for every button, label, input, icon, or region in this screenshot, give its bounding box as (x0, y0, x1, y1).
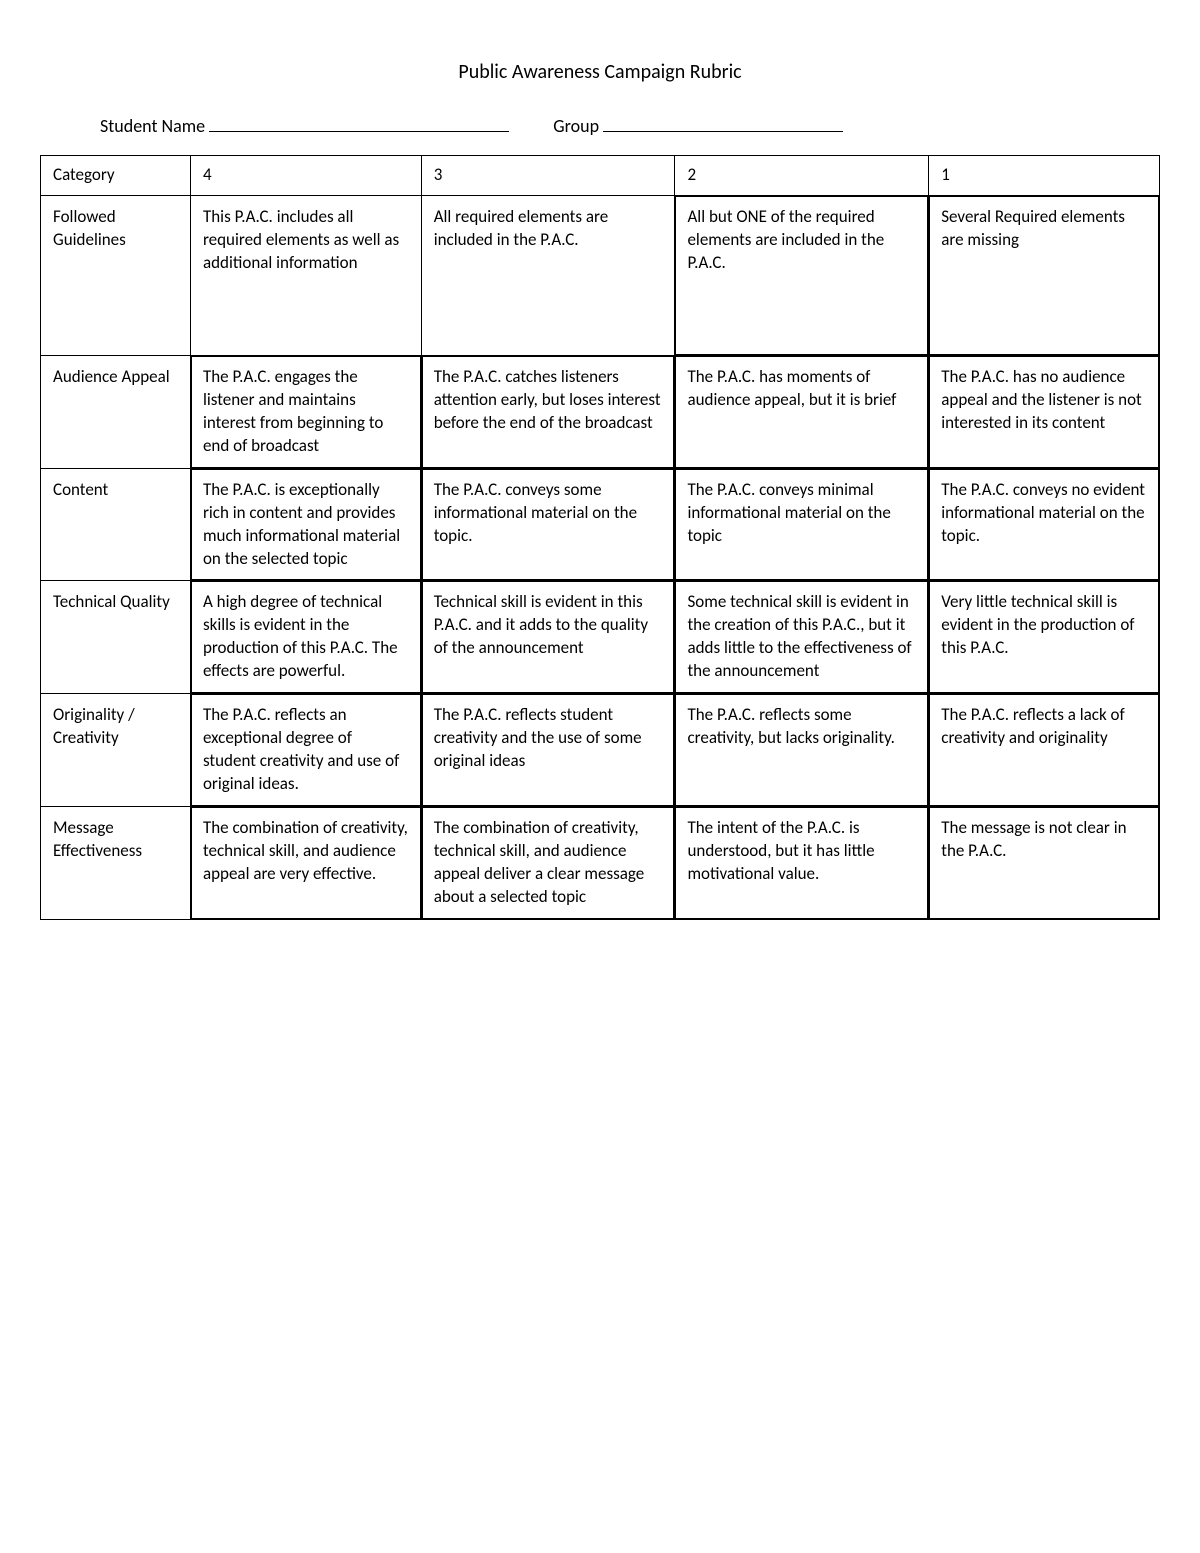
header-score-2: 2 (675, 156, 929, 196)
cell-2: All but ONE of the required elements are… (675, 195, 929, 355)
cell-1: The message is not clear in the P.A.C. (929, 806, 1160, 919)
student-name-label: Student Name (100, 115, 205, 137)
cell-2: The P.A.C. has moments of audience appea… (675, 355, 929, 468)
cell-3: The P.A.C. conveys some informational ma… (421, 468, 675, 581)
cell-4: A high degree of technical skills is evi… (190, 581, 421, 694)
cell-2: The intent of the P.A.C. is understood, … (675, 806, 929, 919)
cell-2: The P.A.C. reflects some creativity, but… (675, 694, 929, 807)
cell-1: The P.A.C. conveys no evident informatio… (929, 468, 1160, 581)
category-cell: Technical Quality (41, 581, 191, 694)
form-line: Student Name Group (100, 114, 1160, 137)
header-score-3: 3 (421, 156, 675, 196)
cell-3: The P.A.C. catches listeners attention e… (421, 355, 675, 468)
cell-4: The P.A.C. reflects an exceptional degre… (190, 694, 421, 807)
student-name-blank[interactable] (209, 114, 509, 132)
header-score-1: 1 (929, 156, 1160, 196)
cell-4: The combination of creativity, technical… (190, 806, 421, 919)
cell-2: The P.A.C. conveys minimal informational… (675, 468, 929, 581)
cell-1: The P.A.C. reflects a lack of creativity… (929, 694, 1160, 807)
group-blank[interactable] (603, 114, 843, 132)
cell-1: Very little technical skill is evident i… (929, 581, 1160, 694)
table-header-row: Category 4 3 2 1 (41, 156, 1160, 196)
cell-2: Some technical skill is evident in the c… (675, 581, 929, 694)
cell-3: All required elements are included in th… (421, 195, 675, 355)
cell-3: Technical skill is evident in this P.A.C… (421, 581, 675, 694)
header-category: Category (41, 156, 191, 196)
group-label: Group (553, 115, 599, 137)
table-row: Originality / Creativity The P.A.C. refl… (41, 694, 1160, 807)
rubric-table: Category 4 3 2 1 Followed Guidelines Thi… (40, 155, 1160, 920)
cell-4: The P.A.C. engages the listener and main… (190, 355, 421, 468)
table-row: Content The P.A.C. is exceptionally rich… (41, 468, 1160, 581)
table-row: Audience Appeal The P.A.C. engages the l… (41, 355, 1160, 468)
category-cell: Content (41, 468, 191, 581)
cell-4: The P.A.C. is exceptionally rich in cont… (190, 468, 421, 581)
category-cell: Followed Guidelines (41, 195, 191, 355)
table-row: Message Effectiveness The combination of… (41, 806, 1160, 919)
cell-1: Several Required elements are missing (929, 195, 1160, 355)
header-score-4: 4 (190, 156, 421, 196)
cell-1: The P.A.C. has no audience appeal and th… (929, 355, 1160, 468)
table-row: Followed Guidelines This P.A.C. includes… (41, 195, 1160, 355)
cell-3: The P.A.C. reflects student creativity a… (421, 694, 675, 807)
category-cell: Audience Appeal (41, 355, 191, 468)
cell-4: This P.A.C. includes all required elemen… (190, 195, 421, 355)
category-cell: Originality / Creativity (41, 694, 191, 807)
category-cell: Message Effectiveness (41, 806, 191, 919)
cell-3: The combination of creativity, technical… (421, 806, 675, 919)
page-title: Public Awareness Campaign Rubric (40, 60, 1160, 84)
table-row: Technical Quality A high degree of techn… (41, 581, 1160, 694)
